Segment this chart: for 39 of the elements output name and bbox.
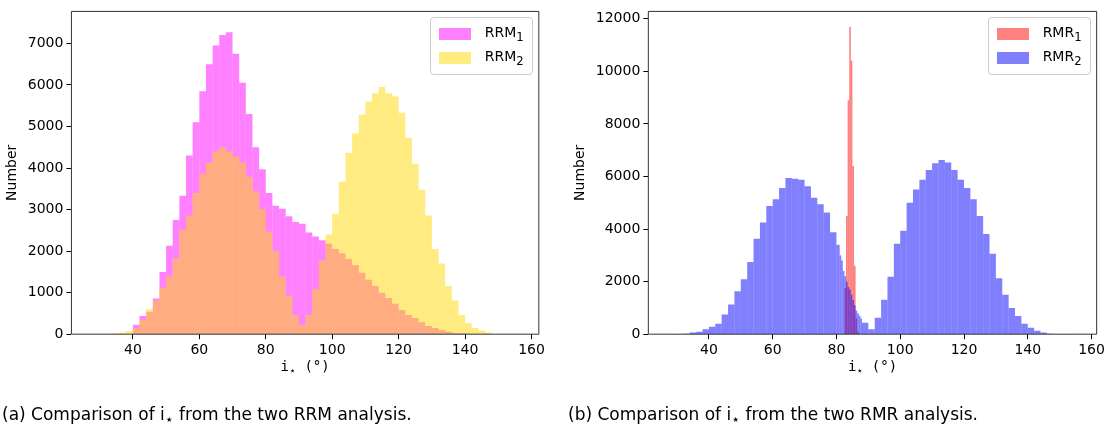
y-tick-label: 4000 [27,158,64,175]
x-tick-label: 100 [886,341,914,358]
y-tick-label: 12000 [595,9,641,26]
y-tick-label: 4000 [604,219,641,236]
text: (b) Comparison of i$_{⋆}$ from the two RMR analysis. [568,404,979,428]
y-tick-label: 10000 [595,61,641,78]
y-tick-label: 1000 [27,283,64,300]
y-axis-title: Number [571,144,588,201]
y-tick-label: 5000 [27,117,64,134]
legend-label: RMR$_{1}$ [1042,24,1082,45]
legend-label: RMR$_{2}$ [1042,48,1082,69]
y-tick-label: 7000 [27,34,64,51]
x-tick-label: 40 [123,341,142,358]
legend-label: RRM$_{1}$ [484,24,524,45]
x-axis-title: i$_{⋆}$ (°) [847,358,898,378]
y-axis-title: Number [3,144,20,201]
x-axis-title: i$_{⋆}$ (°) [280,358,330,378]
x-tick-label: 120 [385,341,412,358]
x-tick-label: 100 [318,341,346,358]
x-tick-label: 160 [1078,341,1105,358]
x-tick-label: 40 [700,341,718,358]
text: (a) Comparison of i$_{⋆}$ from the two RRM analysis. [2,404,412,428]
x-tick-label: 140 [1014,341,1042,358]
y-tick-label: 2000 [604,272,641,289]
x-tick-label: 80 [256,341,275,358]
y-tick-label: 8000 [604,114,641,131]
x-tick-label: 160 [518,341,545,358]
y-tick-label: 0 [54,324,64,341]
x-tick-label: 60 [763,341,782,358]
x-tick-label: 60 [190,341,209,358]
y-tick-label: 3000 [27,200,64,217]
x-tick-label: 120 [950,341,978,358]
y-tick-label: 0 [631,324,641,341]
y-tick-label: 6000 [604,167,641,184]
x-tick-label: 80 [827,341,846,358]
x-tick-label: 140 [451,341,479,358]
y-tick-label: 6000 [27,75,64,92]
y-tick-label: 2000 [27,241,64,258]
legend-label: RRM$_{2}$ [484,48,524,69]
